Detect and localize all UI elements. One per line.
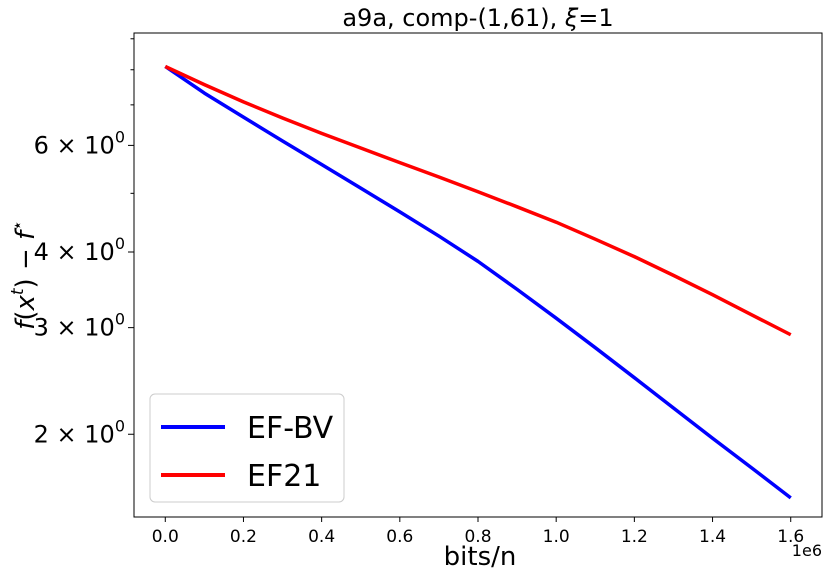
title-suffix: =1 [578,4,613,32]
x-axis: 0.0 0.2 0.4 0.6 0.8 1.0 1.2 1.4 1.6 [152,517,804,547]
legend: EF-BV EF21 [149,393,345,503]
x-tick-label: 1.2 [621,527,648,547]
legend-label-ef21: EF21 [247,459,321,494]
y-axis-label: f(xt) − f⋆ [8,220,41,330]
x-tick-label: 1.0 [543,527,570,547]
x-offset-label: 1e6 [792,541,822,560]
title-prefix: a9a, comp-(1,61), [342,4,565,32]
series-line-ef-bv [164,65,792,500]
chart-title: a9a, comp-(1,61), ξ=1 [342,4,613,32]
series-layer [164,64,792,500]
x-tick-label: 1.6 [777,527,804,547]
x-tick-label: 0.2 [230,527,257,547]
series-line-ef21 [164,64,792,337]
x-tick-label: 0.4 [308,527,335,547]
x-tick-label: 0.0 [152,527,179,547]
y-axis: 6 × 100 4 × 100 3 × 100 2 × 100 [34,38,134,448]
x-axis-label: bits/n [444,542,517,572]
x-tick-label: 1.4 [699,527,726,547]
y-tick-label: 4 × 100 [34,234,125,266]
y-tick-label: 2 × 100 [34,416,125,448]
x-tick-label: 0.6 [386,527,413,547]
y-tick-label: 3 × 100 [34,310,125,342]
title-xi: ξ [564,4,579,32]
x-tick-label: 0.8 [464,527,491,547]
y-tick-label: 6 × 100 [34,127,125,159]
legend-label-ef-bv: EF-BV [247,411,334,446]
